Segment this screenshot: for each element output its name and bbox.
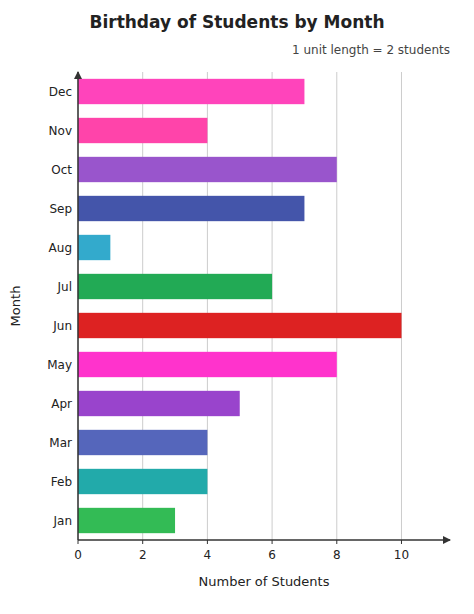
x-tick xyxy=(272,540,273,544)
y-tick-label: Aug xyxy=(49,241,72,255)
bar xyxy=(78,274,272,299)
bar xyxy=(78,508,175,533)
x-tick-label: 8 xyxy=(333,548,341,562)
bar xyxy=(78,391,240,416)
bar xyxy=(78,79,304,104)
y-tick-label: May xyxy=(47,358,72,372)
bar xyxy=(78,157,337,182)
x-tick-label: 10 xyxy=(394,548,409,562)
grid-line xyxy=(401,72,402,540)
x-axis-label: Number of Students xyxy=(199,574,330,589)
y-tick-label: Oct xyxy=(51,163,72,177)
bars xyxy=(78,79,401,533)
x-axis-line xyxy=(78,539,450,541)
annotation: 1 unit length = 2 students xyxy=(292,43,450,57)
grid-line xyxy=(78,72,79,540)
title: Birthday of Students by Month xyxy=(89,12,384,32)
bar xyxy=(78,235,110,260)
x-tick-label: 0 xyxy=(74,548,82,562)
bar xyxy=(78,469,207,494)
y-tick-label: Mar xyxy=(49,436,72,450)
bar xyxy=(78,313,401,338)
bar xyxy=(78,430,207,455)
x-tick xyxy=(142,540,143,544)
y-tick-label: Sep xyxy=(49,202,72,216)
grid-line xyxy=(336,72,337,540)
y-axis-label: Month xyxy=(8,286,23,327)
y-tick-label: Apr xyxy=(51,397,72,411)
y-axis-line xyxy=(77,72,79,540)
grid-line xyxy=(272,72,273,540)
y-tick-label: Jul xyxy=(57,280,72,294)
bar xyxy=(78,118,207,143)
chart: 0 2 4 6 8 10 Jan Feb Mar Apr May Jun Jul Aug Sep Oct Nov… xyxy=(0,0,474,614)
x-tick xyxy=(207,540,208,544)
x-tick-label: 6 xyxy=(268,548,276,562)
y-tick-label: Jun xyxy=(52,319,72,333)
x-tick xyxy=(336,540,337,544)
y-tick-label: Dec xyxy=(49,85,72,99)
bar xyxy=(78,196,304,221)
y-tick-label: Jan xyxy=(53,514,73,528)
x-tick-label: 2 xyxy=(139,548,147,562)
y-tick-label: Nov xyxy=(49,124,72,138)
bar xyxy=(78,352,337,377)
y-tick-label: Feb xyxy=(51,475,72,489)
x-tick xyxy=(78,540,79,544)
x-tick-label: 4 xyxy=(204,548,212,562)
x-tick xyxy=(401,540,402,544)
